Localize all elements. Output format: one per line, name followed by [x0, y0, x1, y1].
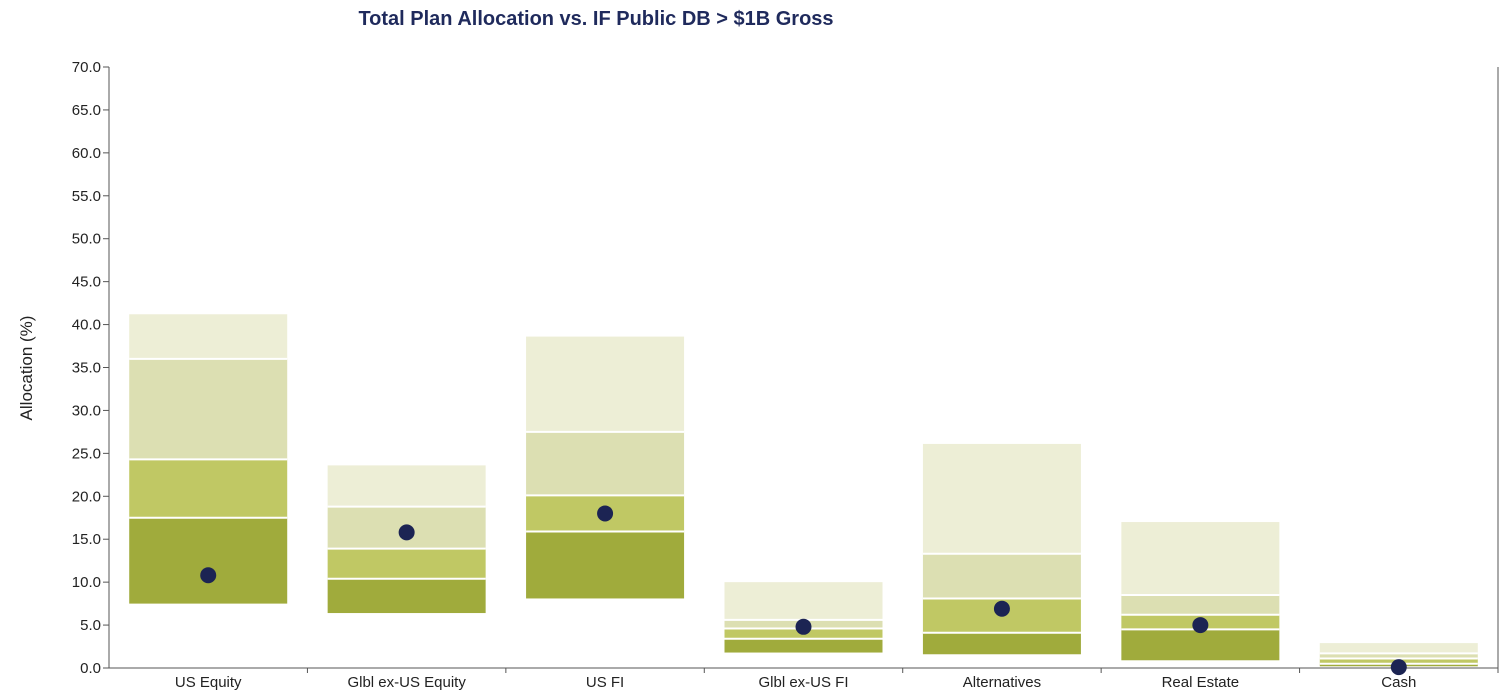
y-tick-label: 25.0: [72, 445, 101, 462]
band-median-75: [129, 358, 288, 460]
category-bar: [526, 336, 685, 599]
category-bar: [724, 582, 883, 653]
band-5-25: [922, 632, 1081, 655]
plan-allocation-marker: [398, 524, 415, 541]
x-tick-label: Glbl ex-US Equity: [347, 674, 466, 691]
category-bar: [327, 465, 486, 614]
plan-allocation-marker: [1192, 617, 1209, 634]
band-5-25: [724, 638, 883, 653]
band-25-median: [327, 548, 486, 579]
plan-allocation-marker: [1390, 659, 1407, 676]
x-tick-label: Real Estate: [1162, 674, 1240, 691]
plan-allocation-marker: [597, 505, 614, 522]
band-75-95: [724, 582, 883, 620]
y-tick-label: 10.0: [72, 574, 101, 591]
band-25-median: [129, 459, 288, 518]
x-tick-label: Glbl ex-US FI: [758, 674, 848, 691]
x-tick-label: Alternatives: [963, 674, 1041, 691]
band-5-25: [327, 578, 486, 614]
y-tick-label: 45.0: [72, 274, 101, 291]
band-median-75: [526, 431, 685, 496]
x-tick-label: Cash: [1381, 674, 1416, 691]
band-5-25: [526, 531, 685, 599]
band-75-95: [526, 336, 685, 432]
category-bar: [1121, 522, 1280, 661]
plan-allocation-marker: [795, 618, 812, 635]
band-median-75: [1121, 595, 1280, 615]
markers-layer: [200, 505, 1407, 676]
band-5-25: [129, 517, 288, 604]
band-5-25: [1121, 629, 1280, 661]
y-tick-label: 40.0: [72, 317, 101, 334]
y-tick-label: 0.0: [80, 660, 101, 677]
y-tick-label: 65.0: [72, 102, 101, 119]
y-tick-label: 70.0: [72, 59, 101, 76]
y-tick-label: 50.0: [72, 231, 101, 248]
band-median-75: [922, 553, 1081, 599]
plan-allocation-marker: [993, 600, 1010, 617]
y-tick-label: 5.0: [80, 617, 101, 634]
y-tick-label: 15.0: [72, 531, 101, 548]
y-tick-label: 55.0: [72, 188, 101, 205]
band-75-95: [327, 465, 486, 507]
plan-allocation-marker: [200, 567, 217, 584]
category-bar: [922, 443, 1081, 655]
x-tick-label: US FI: [586, 674, 624, 691]
band-75-95: [1319, 643, 1478, 654]
y-tick-label: 35.0: [72, 360, 101, 377]
band-75-95: [129, 314, 288, 359]
band-75-95: [922, 443, 1081, 554]
x-tick-label: US Equity: [175, 674, 242, 691]
axes-layer: US Equity Glbl ex-US Equity US FI Glbl ex-U…: [72, 59, 1499, 691]
category-bar: [129, 314, 288, 604]
y-tick-label: 30.0: [72, 402, 101, 419]
y-axis-label: Allocation (%): [17, 316, 36, 421]
bars-layer: [129, 314, 1478, 667]
band-median-75: [1319, 653, 1478, 659]
y-tick-label: 60.0: [72, 145, 101, 162]
band-75-95: [1121, 522, 1280, 596]
chart-title: Total Plan Allocation vs. IF Public DB >…: [358, 8, 833, 30]
y-tick-label: 20.0: [72, 488, 101, 505]
